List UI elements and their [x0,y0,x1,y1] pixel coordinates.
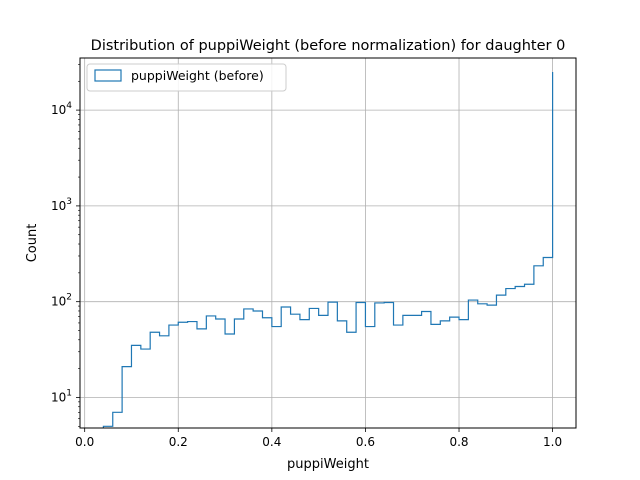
legend-box [86,63,287,92]
x-tick-label: 1.0 [543,435,562,449]
legend-swatch [94,69,122,82]
legend-label: puppiWeight (before) [131,68,264,83]
grid-lines [80,58,576,428]
x-axis-label: puppiWeight [287,457,369,472]
x-tick-label: 0.0 [75,435,94,449]
x-tick-label: 0.8 [449,435,468,449]
legend: puppiWeight (before) [86,63,287,92]
y-axis-label: Count [25,224,40,263]
y-tick-label: 104 [51,101,72,117]
x-tick-label: 0.2 [169,435,188,449]
x-axis-ticks: 0.0 0.2 0.4 0.6 0.8 1.0 [75,428,562,449]
chart-title: Distribution of puppiWeight (before norm… [91,38,566,54]
y-tick-label: 102 [51,293,72,309]
y-axis-ticks: 101 102 103 104 [51,64,80,427]
y-tick-label: 103 [51,197,72,213]
plot-frame [79,57,577,429]
y-tick-label: 101 [51,388,72,404]
plot-area [102,71,554,428]
x-tick-label: 0.4 [262,435,281,449]
x-tick-label: 0.6 [356,435,375,449]
histogram-step-line [102,71,554,428]
